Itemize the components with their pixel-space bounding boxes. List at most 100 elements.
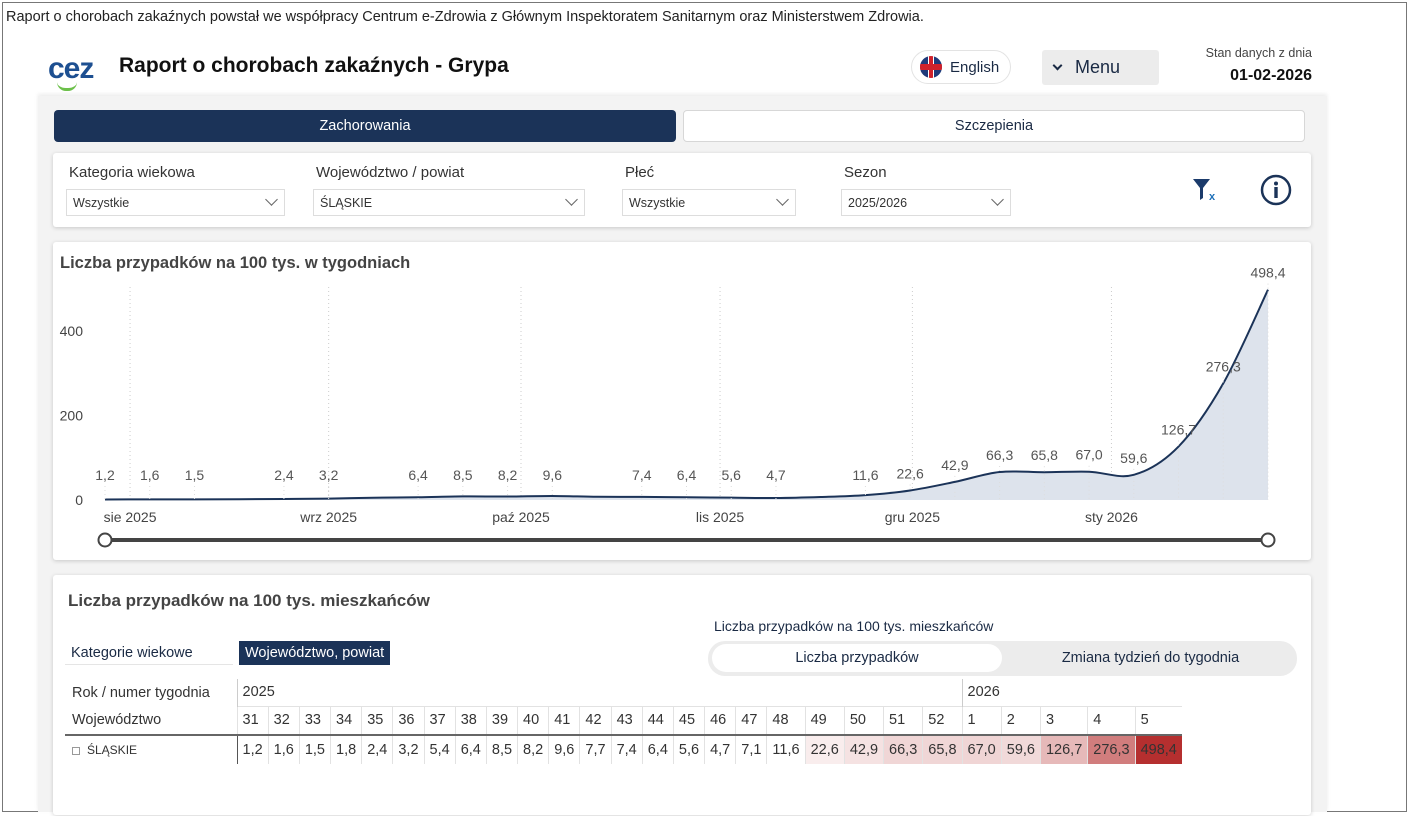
data-label: 6,4 <box>408 467 428 483</box>
table-cell: 498,4 <box>1134 735 1182 764</box>
table-cell: 1,2 <box>236 735 269 764</box>
year-header: 2026 <box>961 679 1182 706</box>
menu-button[interactable]: Menu <box>1042 50 1159 85</box>
data-label: 498,4 <box>1250 265 1285 281</box>
data-date-label: Stan danych z dnia <box>1205 46 1312 60</box>
toggle-case-count[interactable]: Liczba przypadków <box>712 644 1002 672</box>
svg-text:x: x <box>1209 191 1216 203</box>
range-slider-handle[interactable] <box>97 532 113 548</box>
table-cell: 8,2 <box>517 735 549 764</box>
data-label: 276,3 <box>1206 358 1241 374</box>
table-cell: 1,5 <box>298 735 331 764</box>
filter-label-season: Sezon <box>844 164 887 181</box>
week-header: 38 <box>454 705 487 736</box>
chevron-down-icon <box>776 193 789 206</box>
clear-filter-icon[interactable]: x <box>1192 178 1220 204</box>
table-cell: 9,6 <box>548 735 580 764</box>
table-cell: 66,3 <box>883 735 923 764</box>
measure-toggle: Liczba przypadków Zmiana tydzień do tygo… <box>708 641 1297 676</box>
week-header: 51 <box>883 705 923 736</box>
week-header: 3 <box>1039 705 1088 736</box>
toggle-week-change[interactable]: Zmiana tydzień do tygodnia <box>1061 650 1240 666</box>
table-cell: 8,5 <box>485 735 518 764</box>
table-cell: 11,6 <box>766 735 806 764</box>
table-cell: 4,7 <box>704 735 736 764</box>
view-region-button[interactable]: Województwo, powiat <box>239 641 391 665</box>
week-header: 1 <box>961 705 1002 736</box>
data-label: 42,9 <box>941 457 968 473</box>
week-header: 45 <box>672 705 705 736</box>
week-header: 34 <box>330 705 362 736</box>
table-cell: 7,1 <box>735 735 767 764</box>
data-label: 1,6 <box>140 467 160 483</box>
data-label: 7,4 <box>632 467 652 483</box>
table-cell: 22,6 <box>804 735 845 764</box>
uk-flag-icon <box>920 56 942 78</box>
area-fill <box>105 289 1268 500</box>
cez-logo: cez <box>48 52 94 91</box>
chevron-down-icon <box>1052 60 1063 71</box>
week-header: 43 <box>610 705 643 736</box>
chart-card <box>53 242 1311 560</box>
chevron-down-icon <box>265 193 278 206</box>
table-cell: 7,7 <box>579 735 612 764</box>
week-header: 2 <box>1000 705 1041 736</box>
table-cell: 59,6 <box>1000 735 1041 764</box>
data-label: 2,4 <box>274 467 294 483</box>
week-header: 52 <box>922 705 963 736</box>
table-cell: 5,4 <box>423 735 456 764</box>
month-tick-label: lis 2025 <box>696 509 744 525</box>
data-label: 59,6 <box>1120 450 1147 466</box>
data-label: 66,3 <box>986 447 1013 463</box>
week-header: 39 <box>485 705 518 736</box>
weekly-cases-chart: sie 2025 wrz 2025 paź 2025 lis 2025 gru 2025… <box>60 265 1286 548</box>
week-header: 4 <box>1087 705 1136 736</box>
week-header: 33 <box>298 705 331 736</box>
week-header: 37 <box>423 705 456 736</box>
week-header: 47 <box>735 705 767 736</box>
range-slider-handle[interactable] <box>1260 532 1276 548</box>
y-tick-label: 200 <box>60 408 84 424</box>
chevron-down-icon <box>565 193 578 206</box>
age-category-select[interactable]: Wszystkie <box>66 189 285 216</box>
view-age-categories-button[interactable]: Kategorie wiekowe <box>65 641 233 665</box>
table-cell: 6,4 <box>641 735 674 764</box>
sex-select[interactable]: Wszystkie <box>622 189 796 216</box>
season-select[interactable]: 2025/2026 <box>841 189 1011 216</box>
tab-szczepienia[interactable]: Szczepienia <box>683 110 1305 142</box>
region-row-label[interactable]: ŚLĄSKIE <box>65 735 238 764</box>
table-cell: 1,6 <box>267 735 300 764</box>
data-label: 11,6 <box>852 467 878 483</box>
data-label: 1,2 <box>95 467 115 483</box>
season-value: 2025/2026 <box>848 195 908 210</box>
week-header: 41 <box>548 705 580 736</box>
measure-label: Liczba przypadków na 100 tys. mieszkańcó… <box>714 618 994 634</box>
data-label: 3,2 <box>319 467 339 483</box>
week-header: 50 <box>843 705 884 736</box>
week-header: 42 <box>579 705 612 736</box>
language-button[interactable]: English <box>911 50 1011 84</box>
y-tick-label: 0 <box>75 492 83 508</box>
info-icon[interactable] <box>1260 174 1292 206</box>
language-label: English <box>950 58 1000 76</box>
data-date: 01-02-2026 <box>1230 67 1312 84</box>
week-header: 36 <box>392 705 425 736</box>
credit-text: Raport o chorobach zakaźnych powstał we … <box>6 9 924 25</box>
month-tick-label: paź 2025 <box>492 509 550 525</box>
y-tick-label: 400 <box>60 323 84 339</box>
data-label: 22,6 <box>897 465 924 481</box>
table-title: Liczba przypadków na 100 tys. mieszkańcó… <box>68 591 430 610</box>
expand-icon[interactable] <box>72 746 80 755</box>
month-tick-label: gru 2025 <box>885 509 940 525</box>
region-select[interactable]: ŚLĄSKIE <box>313 189 585 216</box>
week-header: 31 <box>236 705 269 736</box>
filter-label-sex: Płeć <box>625 164 655 181</box>
year-header: 2025 <box>236 679 963 706</box>
tab-zachorowania[interactable]: Zachorowania <box>54 110 676 142</box>
table-cell: 6,4 <box>454 735 487 764</box>
region-value: ŚLĄSKIE <box>320 195 373 210</box>
table-cell: 7,4 <box>610 735 643 764</box>
data-label: 1,5 <box>185 467 205 483</box>
table-cell: 276,3 <box>1087 735 1136 764</box>
month-tick-label: wrz 2025 <box>299 509 357 525</box>
